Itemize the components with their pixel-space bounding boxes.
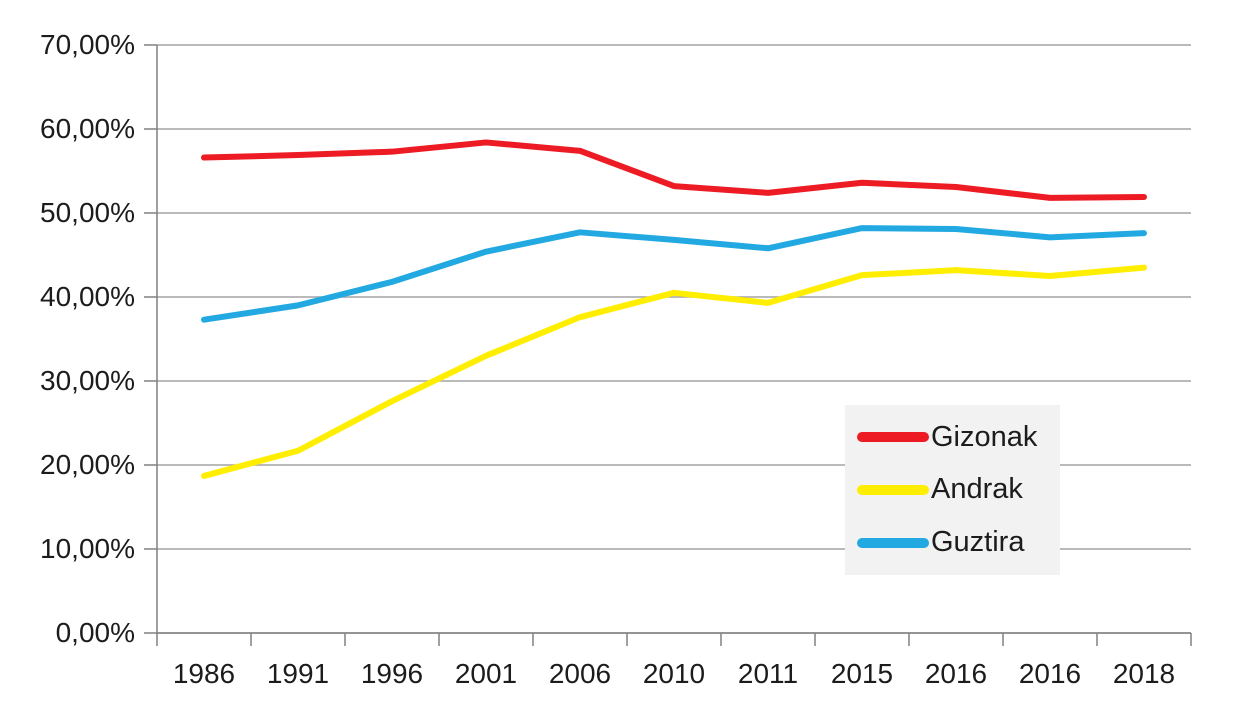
legend-entry-gizonak: Gizonak bbox=[857, 420, 1060, 453]
series-line-andrak bbox=[201, 264, 1147, 479]
x-axis-label: 1986 bbox=[172, 658, 236, 689]
x-axis-label: 1991 bbox=[266, 658, 330, 689]
y-axis-label: 40,00% bbox=[40, 281, 135, 312]
legend-swatch-andrak bbox=[857, 484, 929, 495]
legend-swatch-gizonak bbox=[857, 432, 929, 443]
y-axis-label: 0,00% bbox=[55, 617, 135, 648]
legend-entry-andrak: Andrak bbox=[857, 475, 1060, 504]
legend: Gizonak Andrak Guztira bbox=[845, 405, 1060, 575]
legend-label-andrak: Andrak bbox=[931, 473, 1023, 506]
x-axis-label: 2018 bbox=[1112, 658, 1176, 689]
legend-swatch-guztira bbox=[857, 537, 929, 548]
legend-label-guztira: Guztira bbox=[931, 526, 1025, 559]
series-line-gizonak bbox=[201, 139, 1147, 201]
legend-entry-guztira: Guztira bbox=[857, 528, 1060, 557]
y-axis-label: 70,00% bbox=[40, 29, 135, 60]
x-axis-label: 2001 bbox=[454, 658, 518, 689]
series-line-guztira bbox=[201, 225, 1147, 323]
y-axis-label: 30,00% bbox=[40, 365, 135, 396]
legend-label-gizonak: Gizonak bbox=[931, 420, 1038, 453]
x-axis-label: 2015 bbox=[830, 658, 894, 689]
x-axis-label: 2016 bbox=[1018, 658, 1082, 689]
x-axis-label: 2006 bbox=[548, 658, 612, 689]
x-axis-label: 1996 bbox=[360, 658, 424, 689]
y-axis-label: 10,00% bbox=[40, 533, 135, 564]
x-axis-label: 2016 bbox=[924, 658, 988, 689]
y-axis-label: 20,00% bbox=[40, 449, 135, 480]
y-axis-label: 60,00% bbox=[40, 113, 135, 144]
x-axis-label: 2010 bbox=[642, 658, 706, 689]
x-axis-label: 2011 bbox=[737, 658, 799, 689]
y-axis-label: 50,00% bbox=[40, 197, 135, 228]
